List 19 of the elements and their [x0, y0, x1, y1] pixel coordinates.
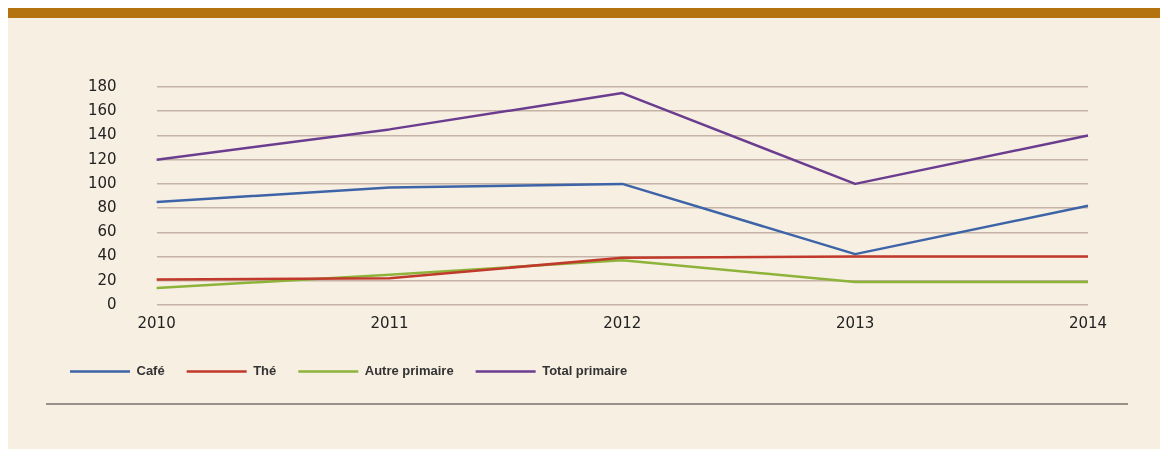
- y-tick-label: 180: [87, 76, 117, 95]
- x-tick-label: 2011: [370, 313, 409, 332]
- y-tick-label: 60: [97, 222, 117, 241]
- legend-label: Café: [136, 363, 165, 379]
- x-tick-label: 2013: [836, 313, 875, 332]
- legend-label: Total primaire: [542, 363, 628, 379]
- y-tick-label: 20: [97, 270, 117, 289]
- y-tick-label: 0: [107, 294, 117, 313]
- legend-label: Thé: [253, 363, 277, 379]
- y-tick-label: 120: [87, 149, 117, 168]
- y-tick-label: 40: [97, 246, 117, 265]
- y-tick-label: 160: [87, 101, 117, 120]
- y-tick-label: 100: [87, 173, 117, 192]
- x-tick-label: 2010: [137, 313, 176, 332]
- legend-label: Autre primaire: [364, 363, 454, 379]
- y-tick-label: 80: [97, 198, 117, 216]
- y-tick-label: 140: [87, 125, 117, 144]
- x-tick-label: 2014: [1068, 313, 1108, 332]
- x-tick-label: 2012: [603, 313, 642, 332]
